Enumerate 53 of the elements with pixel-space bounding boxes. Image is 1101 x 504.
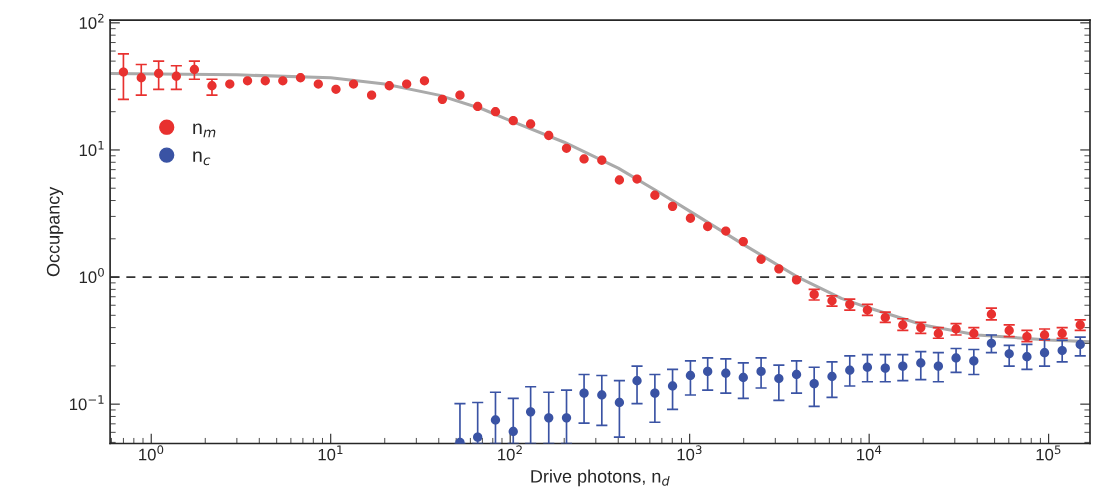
point bbox=[597, 155, 607, 165]
point bbox=[419, 76, 430, 86]
point bbox=[136, 73, 146, 83]
point bbox=[384, 81, 394, 91]
point bbox=[402, 79, 412, 89]
point bbox=[313, 79, 323, 89]
y-tick-label: 10$^{1}$ bbox=[79, 140, 104, 157]
point bbox=[278, 76, 288, 86]
x-tick-label: 10$^{0}$ bbox=[139, 445, 164, 461]
point bbox=[791, 275, 802, 285]
x-tick-label: 10$^{2}$ bbox=[498, 445, 522, 461]
y-tick-label: 10$^{0}$ bbox=[79, 267, 104, 284]
point bbox=[650, 190, 660, 200]
point bbox=[366, 90, 377, 100]
point bbox=[632, 174, 642, 184]
point bbox=[154, 68, 164, 79]
point bbox=[331, 84, 341, 94]
point bbox=[295, 73, 306, 83]
point bbox=[667, 201, 678, 211]
legend-label: n$_{m}$ bbox=[193, 123, 216, 138]
x-axis-title: Drive photons, n$_{d}$ bbox=[531, 469, 670, 487]
point bbox=[437, 94, 448, 105]
legend-label: n$_{c}$ bbox=[193, 151, 211, 166]
point bbox=[685, 213, 696, 223]
y-tick-label: 10$^{2}$ bbox=[79, 13, 104, 29]
point bbox=[260, 76, 270, 86]
x-tick-label: 10$^{5}$ bbox=[1036, 445, 1061, 461]
point bbox=[189, 64, 200, 75]
x-tick-label: 10$^{3}$ bbox=[677, 445, 702, 461]
point bbox=[525, 119, 536, 129]
point bbox=[614, 175, 625, 185]
point bbox=[242, 76, 253, 86]
point bbox=[774, 264, 784, 274]
point bbox=[561, 143, 572, 153]
point bbox=[721, 226, 731, 236]
y-axis-title: Occupancy bbox=[46, 186, 64, 277]
x-tick-label: 10$^{4}$ bbox=[857, 445, 882, 461]
point bbox=[118, 67, 129, 77]
point bbox=[756, 254, 766, 264]
point bbox=[455, 90, 465, 100]
y-tick-label: 10$^{−1}$ bbox=[70, 395, 104, 411]
point bbox=[225, 79, 235, 89]
point bbox=[508, 116, 518, 126]
point bbox=[473, 101, 483, 112]
point bbox=[544, 130, 554, 141]
point bbox=[703, 221, 713, 232]
point bbox=[738, 236, 748, 247]
point bbox=[207, 81, 217, 91]
point bbox=[579, 154, 589, 164]
point bbox=[348, 79, 359, 89]
point bbox=[171, 71, 181, 81]
x-tick-label: 10$^{1}$ bbox=[318, 445, 343, 461]
point bbox=[490, 107, 501, 117]
